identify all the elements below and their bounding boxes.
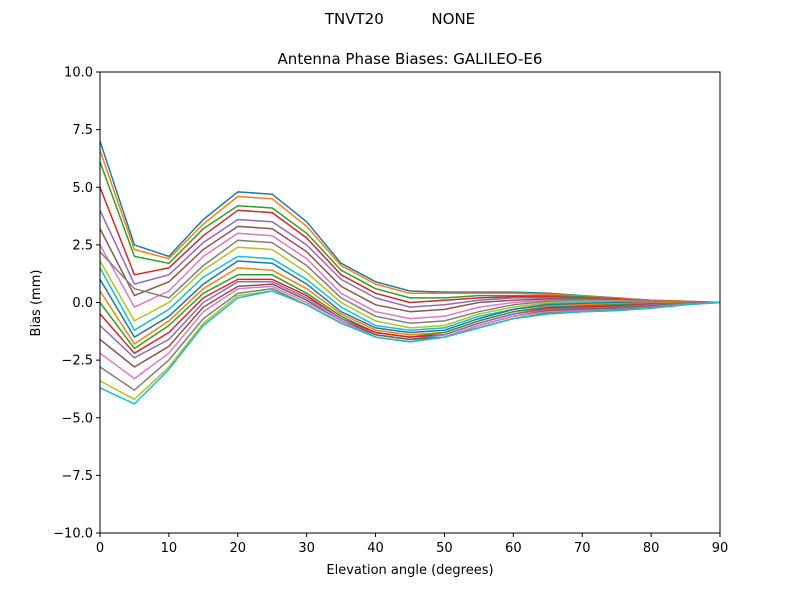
y-tick-label: 7.5	[72, 123, 93, 138]
y-tick-label: −7.5	[61, 469, 93, 484]
series-line-12	[99, 267, 720, 345]
series-line-11	[99, 260, 720, 338]
y-axis-label: Bias (mm)	[29, 270, 44, 337]
x-tick-label: 70	[574, 541, 591, 556]
x-tick-label: 60	[505, 541, 522, 556]
y-tick-label: −10.0	[53, 527, 93, 542]
axes-frame	[99, 71, 721, 534]
y-tick-label: 10.0	[64, 66, 93, 81]
x-tick-label: 50	[436, 541, 453, 556]
figure-suptitle: TNVT20 NONE	[324, 10, 475, 28]
y-tick-label: 2.5	[72, 238, 93, 253]
chart-title: Antenna Phase Biases: GALILEO-E6	[278, 50, 543, 68]
y-tick-label: 0.0	[72, 296, 93, 311]
x-axis-label: Elevation angle (degrees)	[326, 563, 493, 578]
y-tick-label: −2.5	[61, 354, 93, 369]
series-line-16	[99, 283, 721, 368]
plot-lines	[99, 140, 721, 405]
x-axis-ticks: 0 10 20 30 40 50 60 70 80 90	[96, 533, 728, 556]
y-tick-label: 5.0	[72, 181, 93, 196]
series-line-14	[99, 278, 721, 354]
x-tick-label: 80	[643, 541, 660, 556]
x-tick-label: 10	[161, 541, 178, 556]
x-tick-label: 20	[230, 541, 247, 556]
y-axis-ticks: 10.0 7.5 5.0 2.5 0.0 −2.5 −5.0 −7.5 −10.0	[53, 66, 100, 542]
series-line-20	[99, 290, 721, 405]
x-tick-label: 40	[367, 541, 384, 556]
x-tick-label: 30	[298, 541, 315, 556]
x-tick-label: 0	[96, 541, 104, 556]
x-tick-label: 90	[712, 541, 729, 556]
y-tick-label: −5.0	[61, 411, 93, 426]
